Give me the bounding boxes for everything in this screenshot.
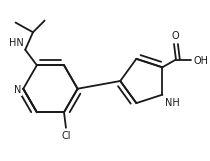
- Text: NH: NH: [165, 98, 180, 108]
- Text: HN: HN: [9, 38, 23, 48]
- Text: Cl: Cl: [61, 131, 71, 141]
- Text: N: N: [14, 85, 21, 95]
- Text: OH: OH: [193, 56, 208, 66]
- Text: O: O: [171, 31, 179, 41]
